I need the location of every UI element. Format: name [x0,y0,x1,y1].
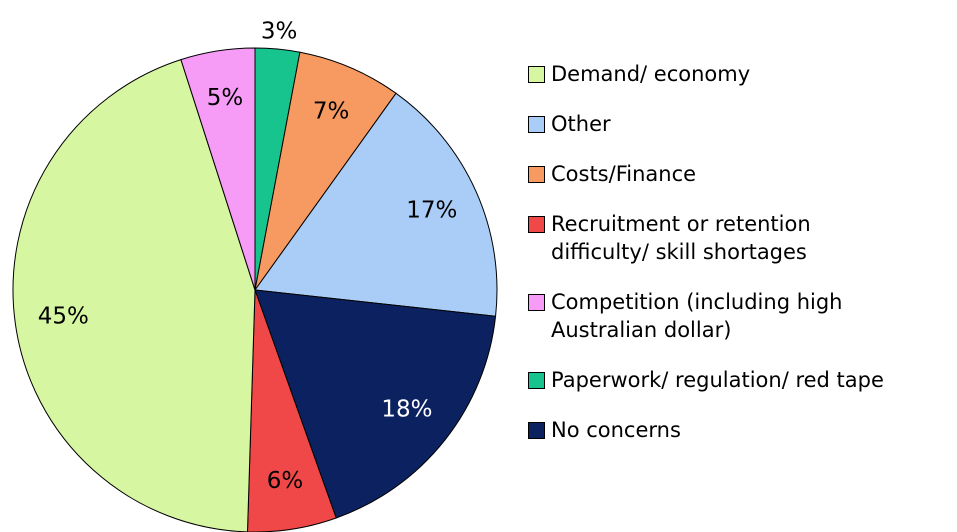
legend-item: Paperwork/ regulation/ red tape [528,366,948,394]
legend-swatch [528,66,545,83]
legend-item: Costs/Finance [528,160,948,188]
data-label: 5% [207,85,244,111]
pie-slice [254,92,498,317]
pie-slice [12,58,256,532]
legend-label: Demand/ economy [551,62,751,86]
legend-label: Costs/Finance [551,162,697,186]
pie-slice [254,289,497,519]
legend-label: Recruitment or retention difficulty/ ski… [551,212,811,264]
data-label: 6% [267,468,304,494]
legend-item: Other [528,110,948,138]
pie-slice [180,47,256,291]
legend-swatch [528,216,545,233]
legend-swatch [528,116,545,133]
data-label: 45% [38,304,89,330]
pie-slice [254,51,397,291]
data-label: 3% [261,19,298,45]
legend-label: No concerns [551,418,681,442]
legend-label: Other [551,112,611,136]
legend-swatch [528,294,545,311]
legend-item: Recruitment or retention difficulty/ ski… [528,210,948,266]
legend-swatch [528,372,545,389]
legend-item: Demand/ economy [528,60,948,88]
legend-item: No concerns [528,416,948,444]
legend: Demand/ economy Other Costs/Finance Recruit… [528,60,948,444]
legend-swatch [528,422,545,439]
data-label: 17% [406,198,457,224]
legend-label: Competition (including high Australian d… [551,290,843,342]
legend-swatch [528,166,545,183]
data-label: 7% [313,99,350,125]
legend-label: Paperwork/ regulation/ red tape [551,368,884,392]
data-label: 18% [381,397,432,423]
legend-item: Competition (including high Australian d… [528,288,948,344]
